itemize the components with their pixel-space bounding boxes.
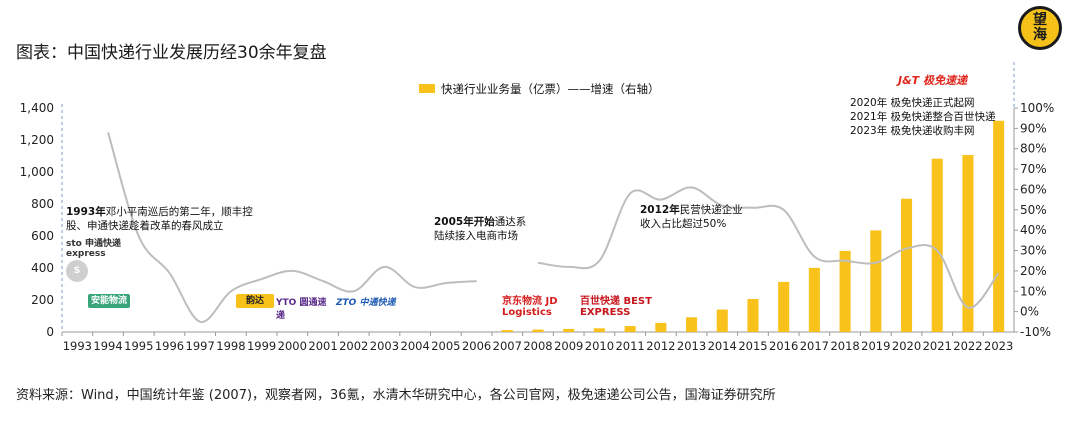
zto-logo: ZTO 中通快递 <box>336 298 396 308</box>
jd-logo: 京东物流 JD Logistics <box>502 296 558 318</box>
y-left-tick-label: 1,200 <box>20 133 54 147</box>
y-right-tick-label: 20% <box>1020 264 1047 278</box>
bar <box>931 158 943 332</box>
x-tick-label: 1998 <box>216 339 245 353</box>
x-tick-label: 1995 <box>124 339 153 353</box>
y-right-tick-label: -10% <box>1020 325 1051 339</box>
x-tick-label: 2012 <box>646 339 675 353</box>
x-tick-label: 2015 <box>738 339 767 353</box>
y-right-tick-label: 50% <box>1020 203 1047 217</box>
bar <box>501 330 513 332</box>
x-tick-label: 2014 <box>708 339 737 353</box>
bar <box>778 281 790 332</box>
x-tick-label: 1999 <box>247 339 276 353</box>
y-right-tick-label: 0% <box>1020 305 1039 319</box>
sf-logo: S <box>66 260 88 282</box>
brand-badge: 望 海 <box>1018 6 1062 50</box>
y-right-tick-label: 40% <box>1020 223 1047 237</box>
yunda-logo: 韵达 <box>236 294 274 308</box>
bar <box>624 326 636 332</box>
anneng-logo: 安能物流 <box>88 294 130 308</box>
jt-line-3: 2023年 极免快递收购丰网 <box>850 125 975 137</box>
jt-logo: J&T 极免速递 <box>898 74 968 87</box>
x-tick-label: 2007 <box>493 339 522 353</box>
y-left-tick-label: 0 <box>46 325 54 339</box>
x-tick-label: 2010 <box>585 339 614 353</box>
bar <box>563 328 575 332</box>
y-right-tick-label: 60% <box>1020 182 1047 196</box>
x-tick-label: 2016 <box>769 339 798 353</box>
x-tick-label: 2003 <box>370 339 399 353</box>
x-tick-label: 2017 <box>800 339 829 353</box>
y-right-tick-label: 10% <box>1020 284 1047 298</box>
jt-line-2: 2021年 极免快递整合百世快递 <box>850 111 996 123</box>
x-tick-label: 2000 <box>278 339 307 353</box>
x-tick-label: 1993 <box>63 339 92 353</box>
x-tick-label: 2002 <box>339 339 368 353</box>
y-left-tick-label: 400 <box>31 261 54 275</box>
x-tick-label: 2018 <box>830 339 859 353</box>
x-tick-label: 2011 <box>615 339 644 353</box>
annotation-jt: 2020年 极免快递正式起网 2021年 极免快递整合百世快递 2023年 极免… <box>850 96 1000 138</box>
chart-svg: 0 200 400 600 800 1,000 1,200 1,400 -10% 0% 10% 20%… <box>20 62 1054 353</box>
x-tick-label: 2001 <box>308 339 337 353</box>
sto-logo: sto 申通快递 express <box>66 239 121 259</box>
bar <box>532 329 544 332</box>
x-tick-label: 2006 <box>462 339 491 353</box>
bar <box>593 328 605 332</box>
x-tick-label: 2023 <box>984 339 1013 353</box>
x-tick-label: 2020 <box>892 339 921 353</box>
annotation-2012: 2012年民营快递企业收入占比超过50% <box>640 204 743 230</box>
y-right-tick-label: 90% <box>1020 121 1047 135</box>
y-right-tick-label: 30% <box>1020 244 1047 258</box>
chart-title: 图表：中国快递行业发展历经30余年复盘 <box>16 43 327 63</box>
badge-char-1: 望 <box>1033 12 1047 28</box>
legend-swatch <box>419 84 435 93</box>
bar <box>655 322 667 332</box>
bar <box>716 309 728 332</box>
y-right-tick-label: 70% <box>1020 162 1047 176</box>
y-left-tick-label: 800 <box>31 197 54 211</box>
x-tick-label: 2009 <box>554 339 583 353</box>
x-tick-label: 1996 <box>155 339 184 353</box>
bar <box>808 267 820 332</box>
x-tick-label: 2008 <box>523 339 552 353</box>
y-left-tick-label: 200 <box>31 293 54 307</box>
x-tick-label: 2019 <box>861 339 890 353</box>
y-left-tick-label: 600 <box>31 229 54 243</box>
y-right-tick-label: 100% <box>1020 101 1054 115</box>
bar <box>900 198 913 332</box>
source-note: 资料来源：Wind，中国统计年鉴 (2007)，观察者网，36氪，水清木华研究中… <box>16 388 776 403</box>
bar <box>870 230 882 332</box>
yto-logo: YTO 圆通速递 <box>276 298 327 321</box>
annotation-1993: 1993年邓小平南巡后的第二年，顺丰控股、申通快递趁着改革的春风成立 <box>66 206 253 232</box>
legend-label: 快递行业业务量（亿票）——增速（右轴） <box>441 82 660 96</box>
best-logo: 百世快递 BEST EXPRESS <box>580 296 652 318</box>
x-tick-label: 2004 <box>401 339 430 353</box>
bar <box>962 155 974 332</box>
growth-line <box>537 186 1000 309</box>
bar <box>993 120 1005 332</box>
bar <box>839 250 851 332</box>
y-right-tick-label: 80% <box>1020 142 1047 156</box>
growth-line <box>107 132 477 323</box>
x-tick-label: 2005 <box>431 339 460 353</box>
bar <box>686 317 698 332</box>
x-tick-label: 2022 <box>953 339 982 353</box>
x-tick-label: 2013 <box>677 339 706 353</box>
badge-char-2: 海 <box>1033 27 1047 43</box>
x-tick-label: 2021 <box>923 339 952 353</box>
y-left-tick-label: 1,000 <box>20 165 54 179</box>
y-left-tick-label: 1,400 <box>20 101 54 115</box>
annotation-2005: 2005年开始通达系陆续接入电商市场 <box>434 216 527 242</box>
bar <box>747 299 759 332</box>
jt-line-1: 2020年 极免快递正式起网 <box>850 97 975 109</box>
x-tick-label: 1997 <box>186 339 215 353</box>
x-tick-label: 1994 <box>93 339 122 353</box>
